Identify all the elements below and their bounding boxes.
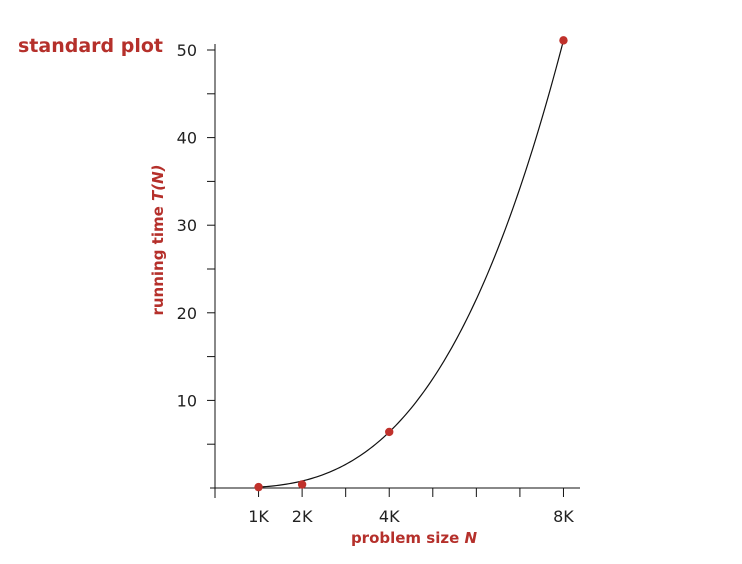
series-curve <box>258 40 565 488</box>
x-axis-label-variable: N <box>465 529 478 547</box>
y-tick-label: 40 <box>177 129 197 148</box>
y-axis-ticks: 10 20 30 40 50 <box>177 41 215 445</box>
x-tick-label: 8K <box>553 507 574 526</box>
y-axis-label: running time T(N) <box>149 164 167 315</box>
x-tick-label: 2K <box>292 507 313 526</box>
y-axis-label-text: running time <box>149 206 167 315</box>
chart-title: standard plot <box>18 35 163 57</box>
x-tick-label: 1K <box>248 507 269 526</box>
x-axis-ticks: 1K 2K 4K 8K <box>214 488 574 526</box>
y-axis: 10 20 30 40 50 <box>177 41 216 498</box>
x-axis-label: problem size N <box>351 529 478 547</box>
data-point <box>254 482 263 492</box>
data-points <box>254 36 568 492</box>
y-tick-label: 50 <box>177 41 197 60</box>
y-tick-label: 30 <box>177 216 197 235</box>
y-tick-label: 10 <box>177 391 197 410</box>
y-tick-label: 20 <box>177 304 197 323</box>
x-axis: 1K 2K 4K 8K <box>210 487 580 526</box>
data-point <box>297 480 307 489</box>
x-axis-label-text: problem size <box>351 529 459 547</box>
data-point <box>559 36 568 45</box>
data-point <box>385 427 394 437</box>
x-tick-label: 4K <box>379 507 400 526</box>
y-axis-label-variable: T(N) <box>149 164 167 201</box>
